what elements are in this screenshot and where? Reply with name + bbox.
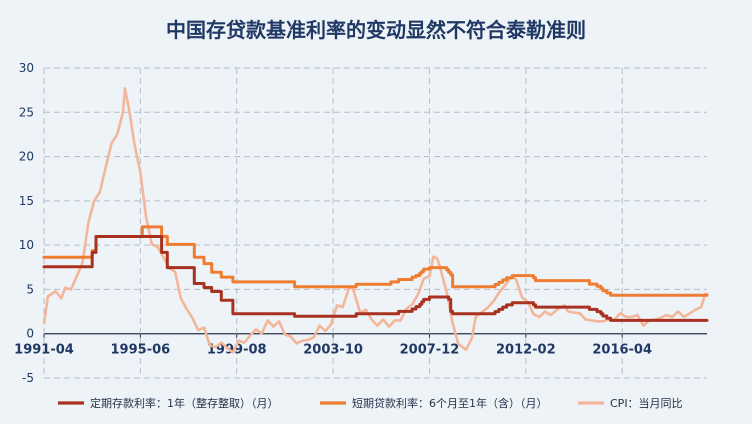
x-tick-label: 1991-04: [14, 343, 74, 358]
x-tick-label: 1999-08: [207, 343, 267, 358]
legend-label-0: 定期存款利率：1年（整存整取）（月）: [90, 396, 279, 410]
legend: 定期存款利率：1年（整存整取）（月） 短期贷款利率：6个月至1年（含）（月） CPI…: [58, 396, 683, 410]
legend-label-1: 短期贷款利率：6个月至1年（含）（月）: [352, 396, 548, 410]
chart-title: 中国存贷款基准利率的变动显然不符合泰勒准则: [166, 18, 586, 42]
x-tick-label: 1995-06: [111, 343, 171, 358]
y-tick-label: 10: [19, 238, 34, 252]
y-tick-label: -5: [22, 371, 34, 385]
series-lines: [42, 87, 709, 354]
legend-label-2: CPI：当月同比: [610, 396, 683, 410]
x-tick-label: 2016-04: [592, 343, 652, 358]
x-tick-label: 2012-02: [496, 343, 556, 358]
y-tick-label: 20: [19, 150, 34, 164]
series-line-1: [42, 225, 709, 297]
y-tick-label: 0: [26, 327, 34, 341]
y-axis-ticks: -5 0 5 10 15 20 25 30: [19, 61, 34, 385]
x-tick-label: 2003-10: [303, 343, 363, 358]
y-tick-label: 15: [19, 194, 34, 208]
y-tick-label: 25: [19, 105, 34, 119]
x-axis-ticks: 1991-04 1995-06 1999-08 2003-10 2007-12 2012-…: [14, 343, 652, 358]
y-tick-label: 5: [26, 282, 34, 296]
series-line-0: [42, 235, 709, 322]
y-tick-label: 30: [19, 61, 34, 75]
grid-lines: [43, 67, 707, 379]
x-tick-label: 2007-12: [400, 343, 460, 358]
